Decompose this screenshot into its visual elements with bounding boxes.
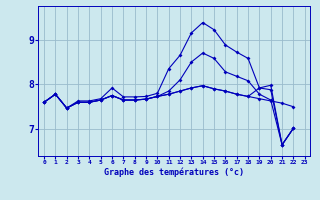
X-axis label: Graphe des températures (°c): Graphe des températures (°c) bbox=[104, 168, 244, 177]
